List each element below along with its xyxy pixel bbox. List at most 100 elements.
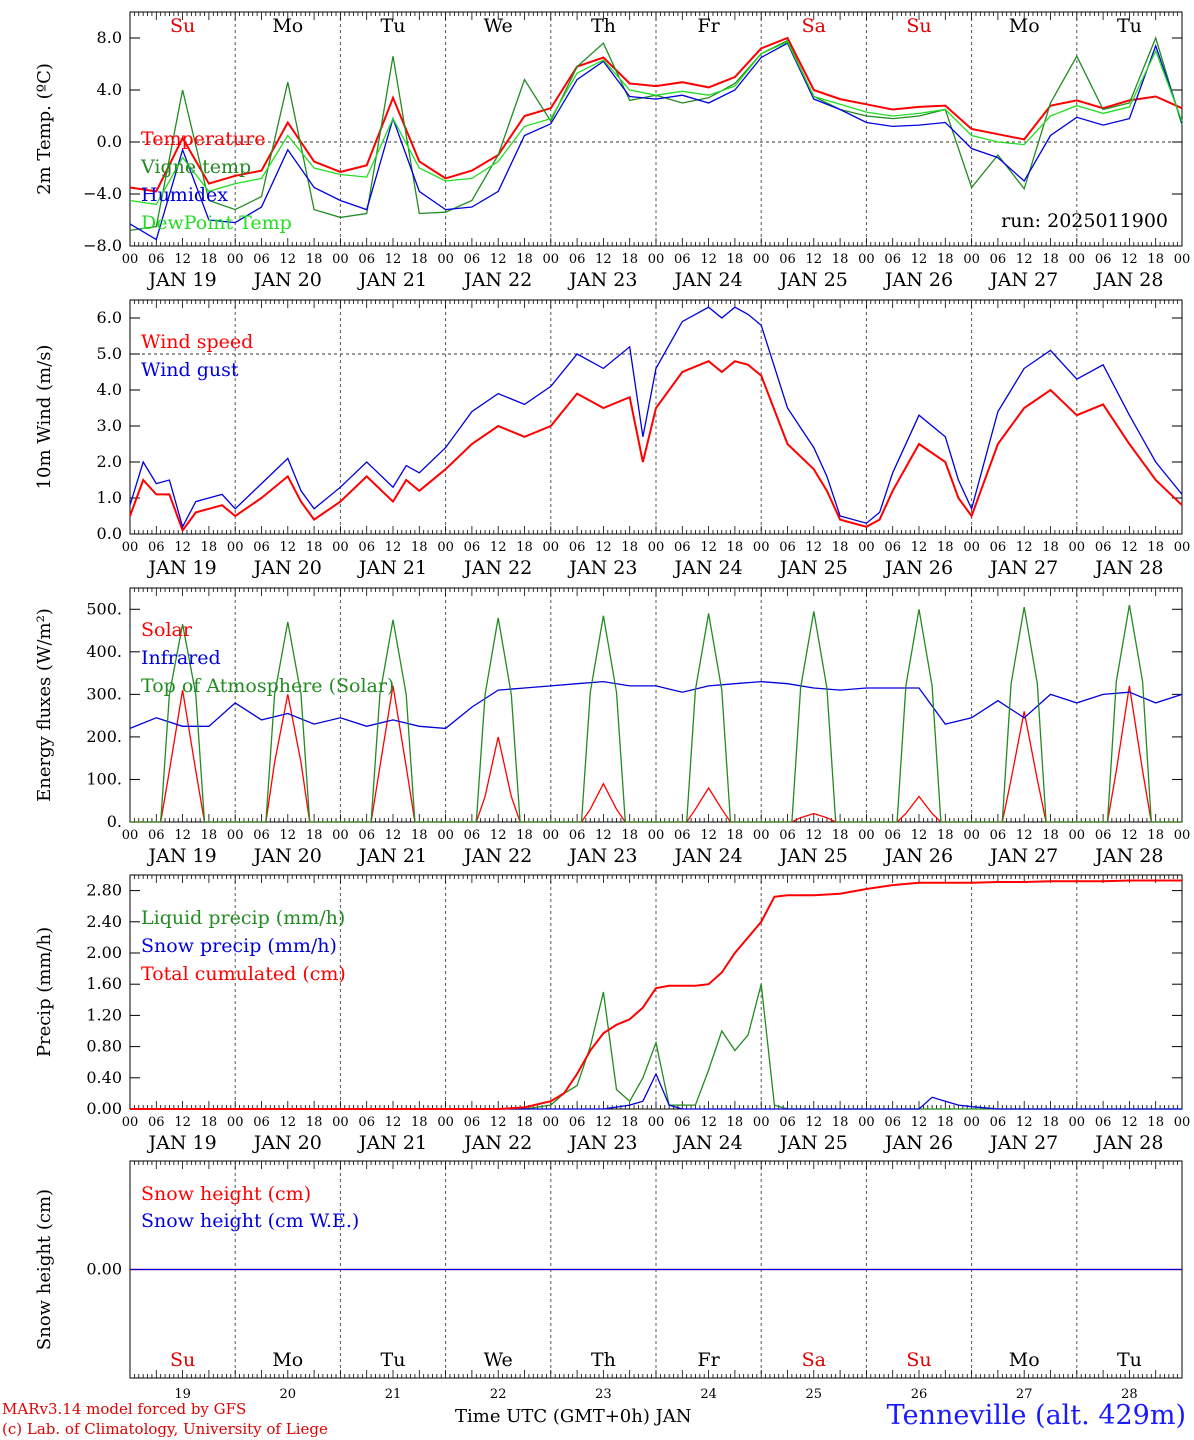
y-tick-label: 400.: [86, 642, 122, 661]
legend-entry: Total cumulated (cm): [141, 963, 346, 985]
hour-tick-label: 06: [884, 1115, 901, 1130]
date-label: JAN 25: [778, 845, 848, 867]
y-tick-label: 2.40: [86, 912, 122, 931]
date-label: JAN 23: [567, 1132, 637, 1154]
hour-tick-label: 18: [727, 252, 744, 267]
date-label: JAN 24: [673, 557, 743, 579]
hour-tick-label: 18: [306, 540, 323, 555]
hour-tick-label: 18: [411, 540, 428, 555]
y-tick-label: 300.: [86, 684, 122, 703]
hour-tick-label: 06: [464, 828, 481, 843]
hour-tick-label: 00: [122, 828, 139, 843]
legend-entry: Wind gust: [141, 359, 239, 381]
day-number-label: 20: [280, 1387, 297, 1402]
day-name-label: Mo: [272, 1349, 303, 1371]
hour-tick-label: 12: [1016, 1115, 1033, 1130]
hour-tick-label: 12: [595, 1115, 612, 1130]
hour-tick-label: 06: [569, 252, 586, 267]
day-name-label: Su: [170, 15, 195, 37]
date-label: JAN 21: [357, 845, 427, 867]
date-label: JAN 24: [673, 269, 743, 291]
hour-tick-label: 18: [1147, 252, 1164, 267]
hour-tick-label: 00: [122, 540, 139, 555]
hour-tick-label: 12: [490, 1115, 507, 1130]
hour-tick-label: 06: [148, 540, 165, 555]
y-tick-label: 2.0: [97, 452, 122, 471]
hour-tick-label: 06: [569, 1115, 586, 1130]
hour-tick-label: 00: [1174, 252, 1191, 267]
legend-entry: Snow precip (mm/h): [141, 935, 337, 957]
hour-tick-label: 18: [201, 828, 218, 843]
legend-entry: Snow height (cm W.E.): [141, 1210, 359, 1232]
day-name-label: Sa: [802, 15, 826, 37]
day-name-label: We: [484, 15, 513, 37]
y-tick-label: 2.80: [86, 881, 122, 900]
date-label: JAN 20: [252, 269, 322, 291]
station-name: Tenneville (alt. 429m): [886, 1400, 1186, 1431]
day-number-label: 24: [700, 1387, 717, 1402]
hour-tick-label: 00: [227, 828, 244, 843]
date-label: JAN 19: [147, 1132, 217, 1154]
date-label: JAN 19: [147, 845, 217, 867]
day-name-label: Tu: [381, 15, 406, 37]
hour-tick-label: 18: [937, 828, 954, 843]
series-line: [130, 1072, 1182, 1110]
hour-tick-label: 06: [990, 828, 1007, 843]
series-line: [129, 42, 1183, 241]
date-label: JAN 28: [1093, 845, 1163, 867]
y-tick-label: 0.0: [97, 524, 122, 543]
day-number-label: 21: [385, 1387, 402, 1402]
day-name-label: We: [484, 1349, 513, 1371]
hour-tick-label: 18: [937, 252, 954, 267]
hour-tick-label: 00: [437, 252, 454, 267]
y-tick-label: −8.0: [83, 236, 122, 255]
series-line: [129, 41, 1183, 206]
day-name-label: Th: [591, 1349, 616, 1371]
hour-tick-label: 12: [911, 828, 928, 843]
y-tick-label: 0.40: [86, 1068, 122, 1087]
legend-entry: Liquid precip (mm/h): [141, 907, 345, 929]
y-tick-label: 1.60: [86, 974, 122, 993]
hour-tick-label: 06: [1095, 828, 1112, 843]
hour-tick-label: 18: [201, 252, 218, 267]
date-label: JAN 23: [567, 269, 637, 291]
hour-tick-label: 18: [306, 1115, 323, 1130]
hour-tick-label: 06: [1095, 1115, 1112, 1130]
hour-tick-label: 06: [358, 1115, 375, 1130]
hour-tick-label: 06: [464, 1115, 481, 1130]
date-label: JAN 25: [778, 557, 848, 579]
legend-entry: Vigne temp: [140, 156, 251, 178]
hour-tick-label: 00: [1174, 540, 1191, 555]
hour-tick-label: 00: [1174, 828, 1191, 843]
hour-tick-label: 06: [148, 252, 165, 267]
day-number-label: 19: [174, 1387, 191, 1402]
date-label: JAN 21: [357, 1132, 427, 1154]
hour-tick-label: 00: [437, 540, 454, 555]
legend-entry: Solar: [141, 619, 193, 641]
hour-tick-label: 12: [806, 828, 823, 843]
hour-tick-label: 00: [858, 1115, 875, 1130]
day-name-label: Su: [906, 1349, 931, 1371]
y-axis-label: Energy fluxes (W/m²): [34, 608, 55, 802]
legend-entry: Humidex: [141, 184, 228, 206]
hour-tick-label: 18: [1042, 252, 1059, 267]
y-tick-label: 0.00: [86, 1260, 122, 1279]
hour-tick-label: 06: [253, 828, 270, 843]
day-number-label: 28: [1121, 1387, 1138, 1402]
y-tick-label: 8.0: [97, 28, 122, 47]
hour-tick-label: 00: [332, 540, 349, 555]
hour-tick-label: 00: [963, 828, 980, 843]
y-tick-label: 100.: [86, 769, 122, 788]
hour-tick-label: 18: [832, 540, 849, 555]
hour-tick-label: 12: [174, 1115, 191, 1130]
y-axis-label: Snow height (cm): [34, 1189, 55, 1350]
hour-tick-label: 00: [1174, 1115, 1191, 1130]
hour-tick-label: 06: [1095, 540, 1112, 555]
hour-tick-label: 06: [674, 828, 691, 843]
y-axis-label: 10m Wind (m/s): [34, 345, 55, 490]
model-credit-line1: MARv3.14 model forced by GFS: [2, 1400, 247, 1418]
day-name-label: Su: [906, 15, 931, 37]
day-name-label: Mo: [1009, 1349, 1040, 1371]
day-name-label: Th: [591, 15, 616, 37]
hour-tick-label: 00: [437, 828, 454, 843]
